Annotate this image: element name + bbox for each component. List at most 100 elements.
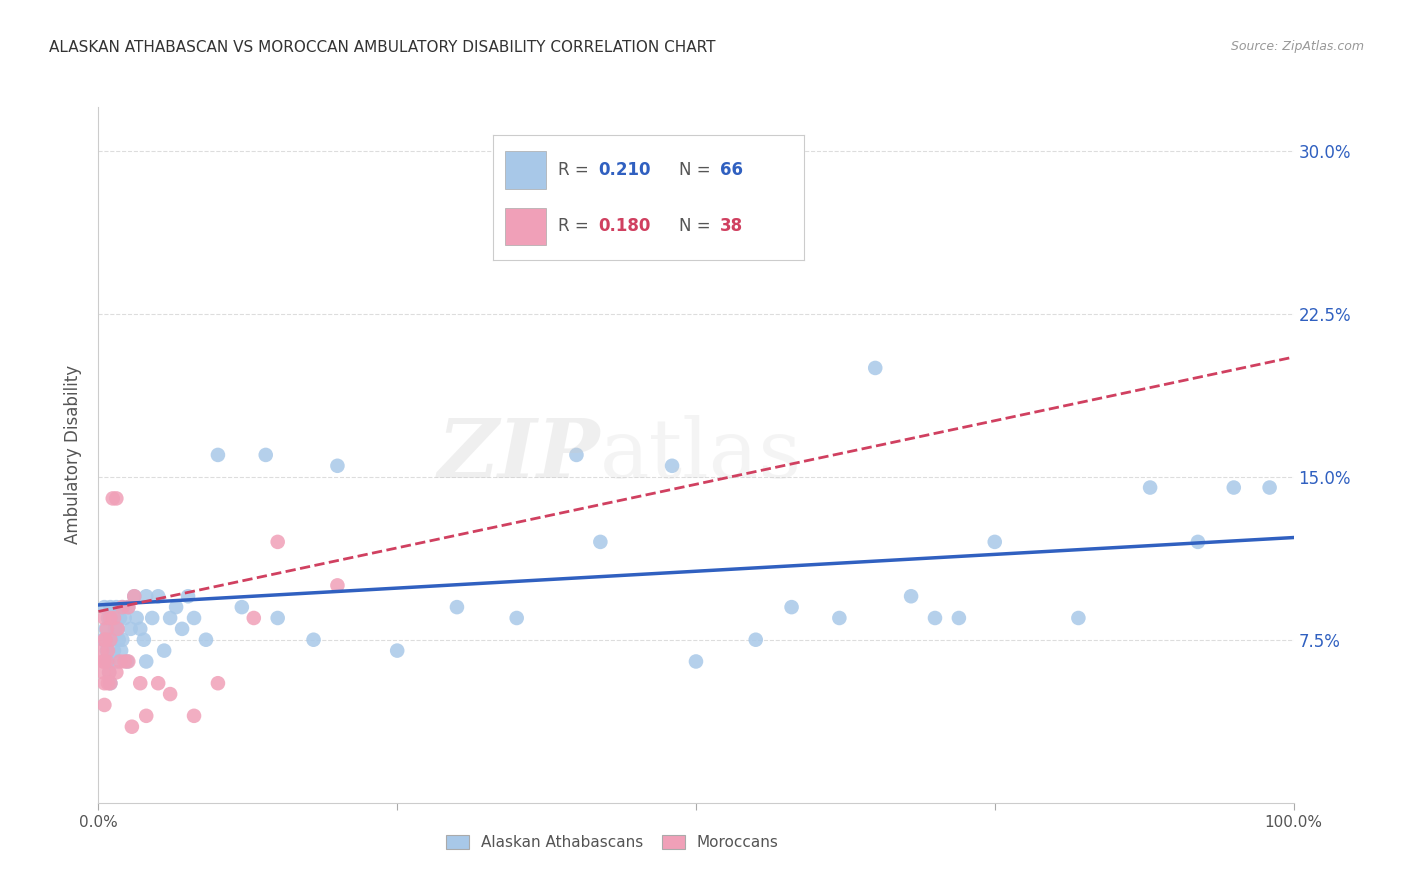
Point (267, 611, 290, 625)
Point (120, 622, 142, 636)
Point (91, 655, 114, 669)
Point (129, 676, 152, 690)
Text: ALASKAN ATHABASCAN VS MOROCCAN AMBULATORY DISABILITY CORRELATION CHART: ALASKAN ATHABASCAN VS MOROCCAN AMBULATOR… (49, 40, 716, 55)
Point (1067, 611, 1090, 625)
Point (98, 600, 122, 615)
Point (129, 622, 152, 636)
Point (135, 655, 157, 669)
Point (91, 632, 114, 647)
Text: 38: 38 (720, 218, 742, 235)
Point (159, 611, 181, 625)
Point (101, 491, 124, 506)
Text: 66: 66 (720, 161, 742, 179)
Point (110, 643, 132, 657)
Bar (505, 151, 546, 189)
Point (565, 448, 588, 462)
Point (135, 708, 157, 723)
Point (101, 611, 124, 625)
Point (153, 643, 176, 657)
Point (105, 655, 128, 669)
Point (661, 458, 683, 473)
Point (984, 534, 1007, 549)
Point (98, 632, 122, 647)
Text: ZIP: ZIP (437, 415, 600, 495)
Point (98, 665, 121, 680)
Point (96, 655, 118, 669)
Point (108, 611, 131, 625)
Point (103, 643, 125, 657)
Point (104, 622, 127, 636)
Point (117, 600, 139, 615)
Point (93, 698, 115, 712)
Point (98, 611, 122, 625)
Point (900, 589, 922, 603)
Point (780, 600, 803, 615)
Point (124, 589, 146, 603)
Point (685, 655, 707, 669)
Point (97, 655, 120, 669)
Point (96, 622, 118, 636)
Point (98, 676, 122, 690)
Text: Source: ZipAtlas.com: Source: ZipAtlas.com (1230, 40, 1364, 54)
Point (93, 632, 115, 647)
Point (98, 665, 121, 680)
Point (105, 600, 128, 615)
Point (172, 622, 194, 636)
Point (93, 600, 115, 615)
Point (97, 676, 120, 690)
Point (91, 643, 114, 657)
Point (93, 676, 115, 690)
Point (108, 655, 131, 669)
Point (98, 632, 122, 647)
Point (97, 611, 120, 625)
Y-axis label: Ambulatory Disability: Ambulatory Disability (65, 366, 83, 544)
Point (1258, 481, 1281, 495)
Point (385, 643, 409, 657)
Point (865, 360, 887, 375)
Point (114, 655, 136, 669)
Point (506, 611, 529, 625)
Point (924, 611, 946, 625)
Point (745, 632, 768, 647)
Point (1139, 481, 1161, 495)
Point (326, 578, 349, 592)
Text: N =: N = (679, 218, 716, 235)
Point (254, 448, 277, 462)
Point (93, 655, 115, 669)
Point (124, 589, 146, 603)
Text: 0.210: 0.210 (599, 161, 651, 179)
Point (243, 611, 266, 625)
Point (98, 676, 122, 690)
Point (589, 534, 612, 549)
Point (111, 632, 134, 647)
Point (105, 491, 128, 506)
Point (302, 632, 325, 647)
Point (231, 600, 253, 615)
Point (132, 632, 155, 647)
Bar (505, 208, 546, 245)
Point (111, 600, 134, 615)
Point (446, 600, 468, 615)
Point (107, 632, 129, 647)
Point (326, 458, 349, 473)
Point (148, 676, 170, 690)
Point (111, 600, 134, 615)
Point (207, 676, 229, 690)
Point (117, 655, 139, 669)
Point (115, 655, 138, 669)
Point (107, 622, 129, 636)
Point (1187, 534, 1209, 549)
Point (103, 611, 125, 625)
Point (94, 632, 117, 647)
Legend: Alaskan Athabascans, Moroccans: Alaskan Athabascans, Moroccans (439, 828, 786, 858)
Point (195, 632, 218, 647)
Point (135, 589, 157, 603)
Point (93, 611, 115, 625)
Text: R =: R = (558, 218, 595, 235)
Point (91, 665, 114, 680)
Point (828, 611, 851, 625)
Point (107, 622, 129, 636)
Point (177, 589, 200, 603)
Point (141, 611, 163, 625)
Point (948, 611, 970, 625)
